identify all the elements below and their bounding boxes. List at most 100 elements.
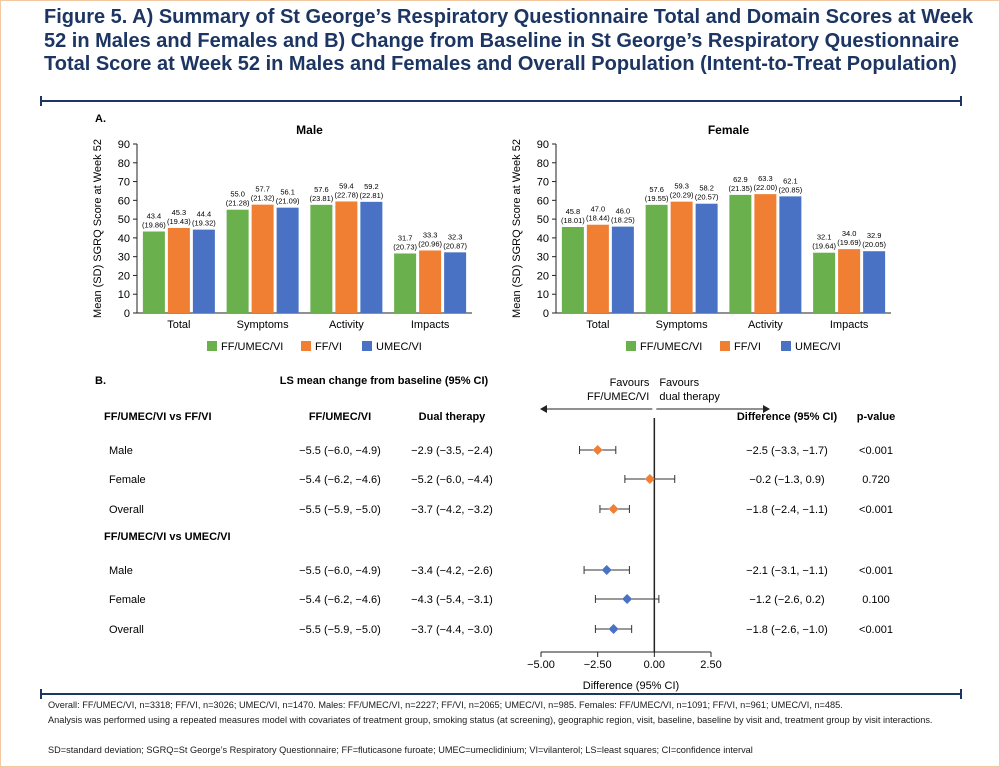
female-chart-ytick-label: 80 [537, 158, 549, 170]
female-chart-value-label: 32.9 [867, 231, 882, 240]
male-chart-sd-label: (21.09) [276, 197, 300, 206]
estimate-diamond [622, 594, 633, 604]
male-chart-sd-label: (19.43) [167, 217, 191, 226]
female-chart-sd-label: (20.85) [778, 185, 802, 194]
forest-xtick-label: 2.50 [700, 659, 721, 671]
female-chart-legend-swatch [720, 341, 730, 351]
female-chart-category-label: Impacts [830, 319, 869, 331]
male-chart-legend-swatch [362, 341, 372, 351]
row-diff-value: −1.8 (−2.6, −1.0) [746, 624, 828, 636]
row-label: Female [109, 594, 146, 606]
female-chart-value-label: 62.1 [783, 176, 798, 185]
female-chart-ytick-label: 10 [537, 289, 549, 301]
row-p-value: 0.100 [862, 594, 890, 606]
female-chart-bar [754, 194, 777, 313]
female-chart-value-label: 63.3 [758, 174, 773, 183]
male-chart-bar [192, 229, 215, 313]
footer-rule [40, 689, 962, 699]
male-chart-sd-label: (21.32) [251, 194, 275, 203]
male-chart-ytick-label: 60 [118, 195, 130, 207]
male-chart-legend-swatch [207, 341, 217, 351]
row-dual-value: −2.9 (−3.5, −2.4) [411, 445, 493, 457]
female-chart-bar [670, 201, 693, 313]
row-dual-value: −3.4 (−4.2, −2.6) [411, 565, 493, 577]
female-chart-value-label: 32.1 [817, 233, 832, 242]
male-chart-bar [142, 231, 165, 313]
favours-left-line2: FF/UMEC/VI [587, 391, 649, 403]
footnote-sample-sizes: Overall: FF/UMEC/VI, n=3318; FF/VI, n=30… [48, 700, 843, 710]
male-chart-ytick-label: 50 [118, 214, 130, 226]
male-chart-bar [251, 204, 274, 313]
panel-b-label: B. [95, 375, 106, 387]
male-chart-bar [444, 252, 467, 313]
female-chart-sd-label: (19.55) [645, 194, 669, 203]
female-chart-ytick-label: 90 [537, 139, 549, 151]
col-header-triple: FF/UMEC/VI [309, 411, 371, 423]
female-chart-bar [611, 226, 634, 313]
row-label: Overall [109, 504, 144, 516]
estimate-diamond [601, 565, 612, 575]
row-label: Overall [109, 624, 144, 636]
female-chart-legend-label: FF/VI [734, 341, 761, 353]
male-chart-ytick-label: 80 [118, 158, 130, 170]
title-rule [40, 96, 962, 106]
male-chart-value-label: 45.3 [172, 208, 187, 217]
row-p-value: <0.001 [859, 445, 893, 457]
row-dual-value: −5.2 (−6.0, −4.4) [411, 474, 493, 486]
female-chart-category-label: Activity [748, 319, 783, 331]
female-chart-bar [813, 252, 836, 313]
male-chart-legend-label: FF/VI [315, 341, 342, 353]
forest-xtick-label: 0.00 [644, 659, 665, 671]
female-chart-sd-label: (20.29) [670, 191, 694, 200]
female-chart-value-label: 59.3 [674, 182, 689, 191]
female-chart-value-label: 45.8 [566, 207, 581, 216]
male-chart-ytick-label: 20 [118, 270, 130, 282]
male-chart-category-label: Impacts [411, 319, 450, 331]
male-chart-ytick-label: 40 [118, 233, 130, 245]
female-chart-bar [695, 203, 718, 313]
female-chart-ytick-label: 30 [537, 252, 549, 264]
favours-left-arrowhead [540, 405, 547, 413]
estimate-diamond [644, 474, 655, 484]
female-chart-ytick-label: 70 [537, 177, 549, 189]
male-chart-category-label: Activity [329, 319, 364, 331]
female-chart-ytick-label: 60 [537, 195, 549, 207]
male-chart-sd-label: (19.32) [192, 219, 216, 228]
female-chart-bar [779, 196, 802, 313]
female-chart-sd-label: (18.01) [561, 216, 585, 225]
row-label: Female [109, 474, 146, 486]
male-chart-bar [310, 204, 333, 313]
male-chart-sd-label: (20.87) [443, 241, 467, 250]
female-chart-title: Female [708, 123, 750, 137]
male-chart-legend-label: UMEC/VI [376, 341, 422, 353]
row-diff-value: −0.2 (−1.3, 0.9) [749, 474, 824, 486]
female-chart-sd-label: (19.64) [812, 242, 836, 251]
male-chart-value-label: 56.1 [280, 188, 295, 197]
female-chart-legend-swatch [626, 341, 636, 351]
footnote-abbreviations: SD=standard deviation; SGRQ=St George’s … [48, 745, 753, 755]
female-chart-value-label: 34.0 [842, 229, 857, 238]
female-chart-bar [561, 226, 584, 313]
female-chart-bar [838, 249, 861, 313]
female-chart-sd-label: (19.69) [837, 238, 861, 247]
male-chart-category-label: Symptoms [237, 319, 289, 331]
male-chart-value-label: 55.0 [230, 190, 245, 199]
male-chart-bar [419, 250, 442, 313]
group-label: FF/UMEC/VI vs FF/VI [104, 411, 212, 423]
female-chart-legend-label: UMEC/VI [795, 341, 841, 353]
female-chart-value-label: 46.0 [616, 207, 631, 216]
male-chart-sd-label: (21.28) [226, 199, 250, 208]
forest-xtick-label: −2.50 [584, 659, 612, 671]
male-chart-sd-label: (20.73) [393, 242, 417, 251]
male-chart-ytick-label: 10 [118, 289, 130, 301]
male-chart-bar [276, 207, 299, 313]
row-p-value: 0.720 [862, 474, 890, 486]
female-chart-ytick-label: 20 [537, 270, 549, 282]
female-chart-sd-label: (18.25) [611, 216, 635, 225]
female-chart-bar [586, 224, 609, 313]
male-chart-legend-swatch [301, 341, 311, 351]
col-header-diff: Difference (95% CI) [737, 411, 838, 423]
female-chart-sd-label: (20.05) [862, 240, 886, 249]
male-chart-bar [167, 227, 190, 313]
female-chart-ytick-label: 50 [537, 214, 549, 226]
